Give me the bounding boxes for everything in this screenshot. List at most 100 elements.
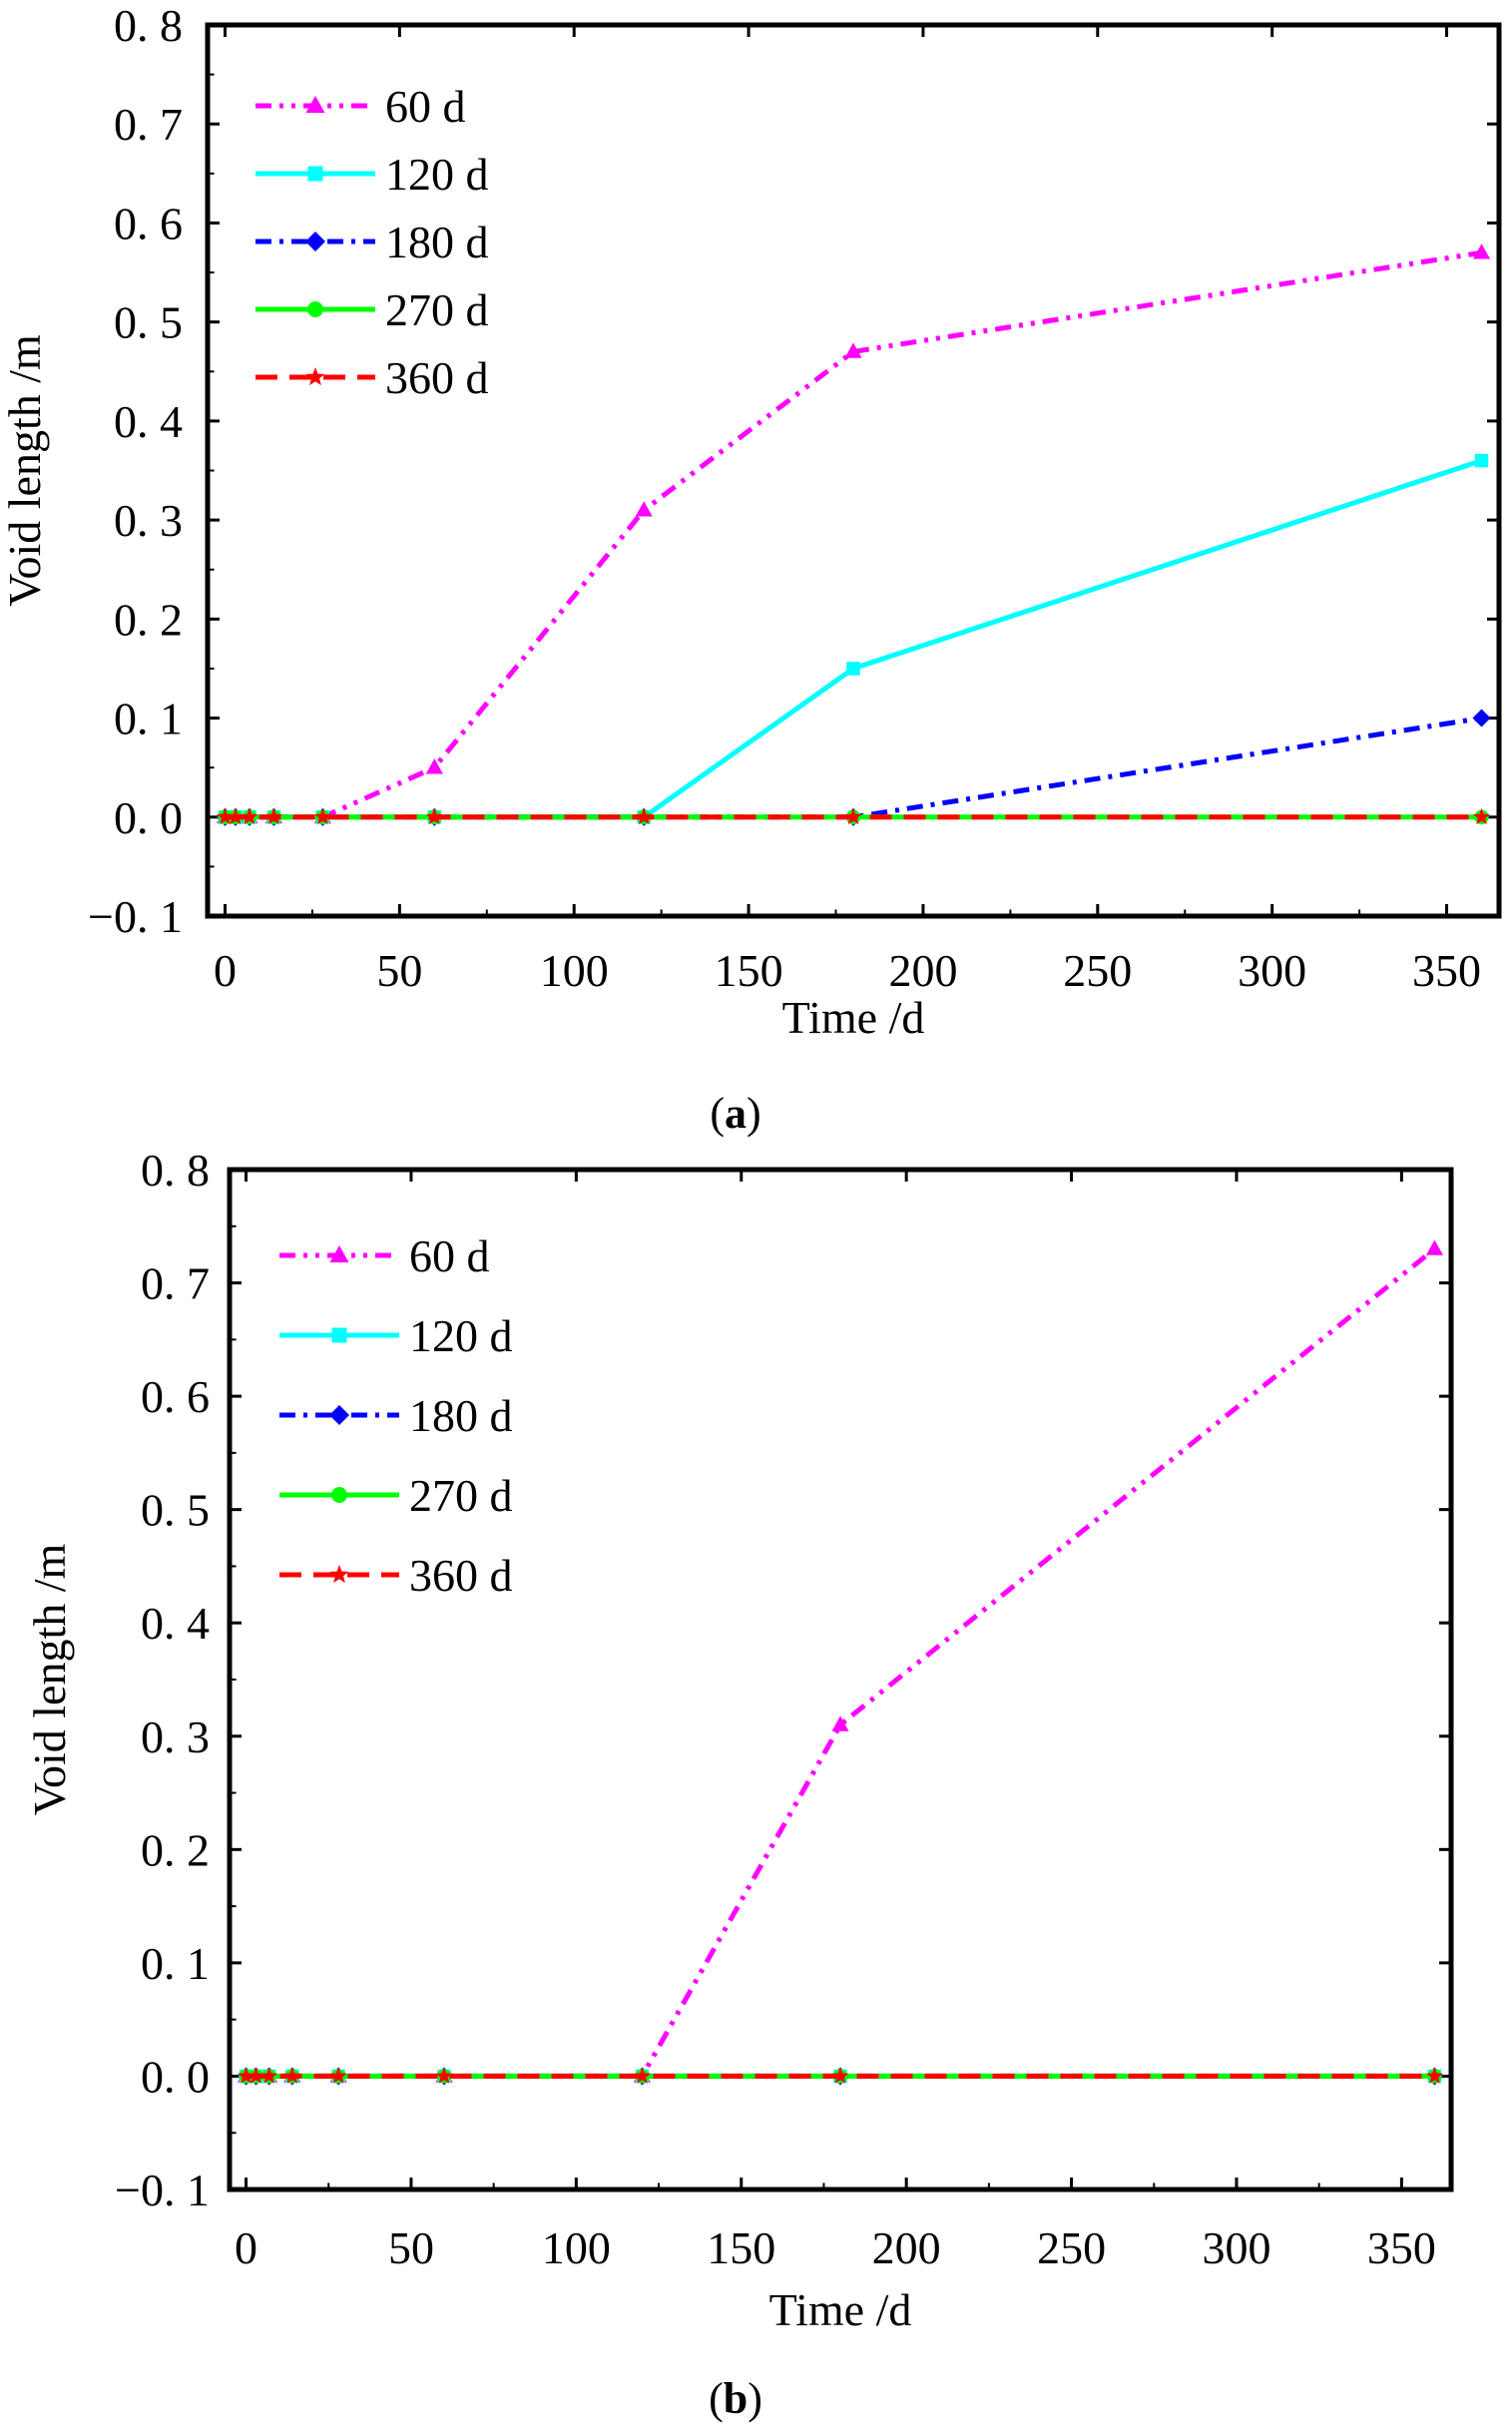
y-axis-title: Void length /m: [24, 1543, 75, 1815]
y-tick-label: 0. 2: [114, 594, 183, 645]
data-point: [831, 2067, 849, 2084]
data-point: [264, 807, 282, 825]
x-tick-label: 150: [707, 2222, 775, 2273]
data-point: [1473, 807, 1491, 825]
data-point: [283, 2067, 301, 2084]
data-point: [1425, 2067, 1443, 2084]
legend: 60 d 120 d 180 d 270 d 360 d: [279, 1230, 513, 1601]
data-point: [227, 807, 245, 825]
legend-label: 180 d: [385, 217, 489, 267]
legend-label: 180 d: [409, 1390, 513, 1441]
data-point: [241, 807, 258, 825]
data-point: [313, 807, 331, 825]
data-point: [1472, 243, 1491, 259]
y-tick-label: 0. 5: [114, 297, 183, 348]
y-tick-label: 0. 5: [141, 1485, 210, 1536]
x-axis-title: Time /d: [769, 2284, 912, 2335]
y-tick-label: −0. 1: [115, 2165, 210, 2215]
legend-marker: [305, 367, 325, 386]
legend-label: 60 d: [409, 1230, 490, 1281]
y-tick-label: 0. 7: [141, 1258, 210, 1309]
x-tick-label: 200: [872, 2222, 941, 2273]
legend-label: 120 d: [385, 149, 489, 200]
data-point: [634, 2067, 652, 2084]
data-point: [425, 758, 443, 774]
data-point: [329, 2067, 347, 2084]
series-120d: [218, 453, 1489, 824]
caption-open: (: [710, 1089, 725, 1138]
y-tick-label: 0. 3: [114, 495, 183, 546]
y-tick-label: 0. 8: [114, 0, 183, 51]
caption-open: (: [709, 2374, 724, 2423]
x-tick-label: 300: [1202, 2222, 1270, 2273]
y-tick-label: 0. 6: [141, 1371, 210, 1422]
legend-marker: [305, 96, 325, 113]
x-axis-title: Time /d: [782, 992, 925, 1043]
legend-label: 120 d: [409, 1310, 513, 1361]
data-point: [216, 807, 234, 825]
legend-marker: [307, 166, 323, 182]
x-tick-label: 150: [715, 945, 783, 996]
x-tick-label: 300: [1238, 945, 1306, 996]
caption-close: ): [747, 1089, 761, 1138]
y-tick-label: 0. 8: [141, 1145, 210, 1196]
legend-label: 360 d: [409, 1550, 513, 1601]
y-tick-label: 0. 1: [141, 1938, 210, 1989]
legend-marker: [329, 1245, 349, 1262]
x-tick-label: 250: [1037, 2222, 1106, 2273]
x-tick-label: 350: [1367, 2222, 1436, 2273]
x-tick-label: 50: [376, 945, 422, 996]
panel-a-chart: 0 50 100 150 200 250 300 350 −0. 1 0. 0 0. 1 0. 2 0.…: [0, 0, 1502, 1043]
legend: 60 d 120 d 180 d 270 d 360 d: [255, 81, 489, 403]
y-tick-label: 0. 6: [114, 198, 183, 248]
series-line: [246, 1246, 1437, 2079]
data-point: [435, 2067, 453, 2084]
data-point: [425, 807, 443, 825]
series-360d: [216, 807, 1491, 825]
y-axis-title: Void length /m: [0, 334, 50, 607]
plot-frame: [227, 1167, 1454, 2192]
y-tick-label: −0. 1: [88, 891, 183, 942]
legend-marker: [307, 301, 323, 317]
x-tick-label: 50: [388, 2222, 434, 2273]
data-point: [846, 662, 860, 676]
legend-label: 60 d: [385, 81, 466, 132]
y-tick-label: 0. 1: [114, 694, 183, 744]
caption-letter: a: [725, 1089, 747, 1138]
series-60d: [237, 1239, 1444, 2083]
legend-label: 270 d: [385, 284, 489, 335]
y-tick-label: 0. 2: [141, 1824, 210, 1875]
legend-marker: [305, 232, 325, 251]
x-tick-label: 200: [888, 945, 957, 996]
y-tick-label: 0. 7: [114, 99, 183, 150]
data-point: [260, 2067, 278, 2084]
caption-letter: b: [724, 2374, 748, 2423]
legend-label: 360 d: [385, 352, 489, 403]
legend-label: 270 d: [409, 1470, 513, 1521]
data-point: [844, 807, 862, 825]
data-point: [1474, 453, 1489, 468]
legend-marker: [331, 1327, 347, 1343]
panel-b-chart: 0 50 100 150 200 250 300 350 −0. 1 0. 0 0. 1 0. 2 0.…: [24, 1145, 1454, 2335]
legend-marker: [329, 1565, 349, 1584]
series-line: [225, 249, 1482, 820]
legend-marker: [329, 1405, 349, 1425]
y-tick-label: 0. 4: [114, 396, 183, 447]
x-tick-label: 0: [214, 945, 237, 996]
plot-frame: [205, 22, 1502, 919]
x-tick-label: 100: [542, 2222, 611, 2273]
y-tick-label: 0. 0: [141, 2051, 210, 2102]
x-tick-label: 0: [235, 2222, 257, 2273]
x-tick-label: 100: [540, 945, 609, 996]
series-360d: [238, 2067, 1443, 2084]
data-point: [635, 501, 653, 517]
data-point: [247, 2067, 264, 2084]
y-tick-label: 0. 0: [114, 792, 183, 843]
data-point: [1425, 1239, 1444, 1255]
data-point: [238, 2067, 255, 2084]
x-tick-label: 350: [1412, 945, 1481, 996]
data-point: [831, 1715, 849, 1731]
series-line: [225, 716, 1482, 820]
